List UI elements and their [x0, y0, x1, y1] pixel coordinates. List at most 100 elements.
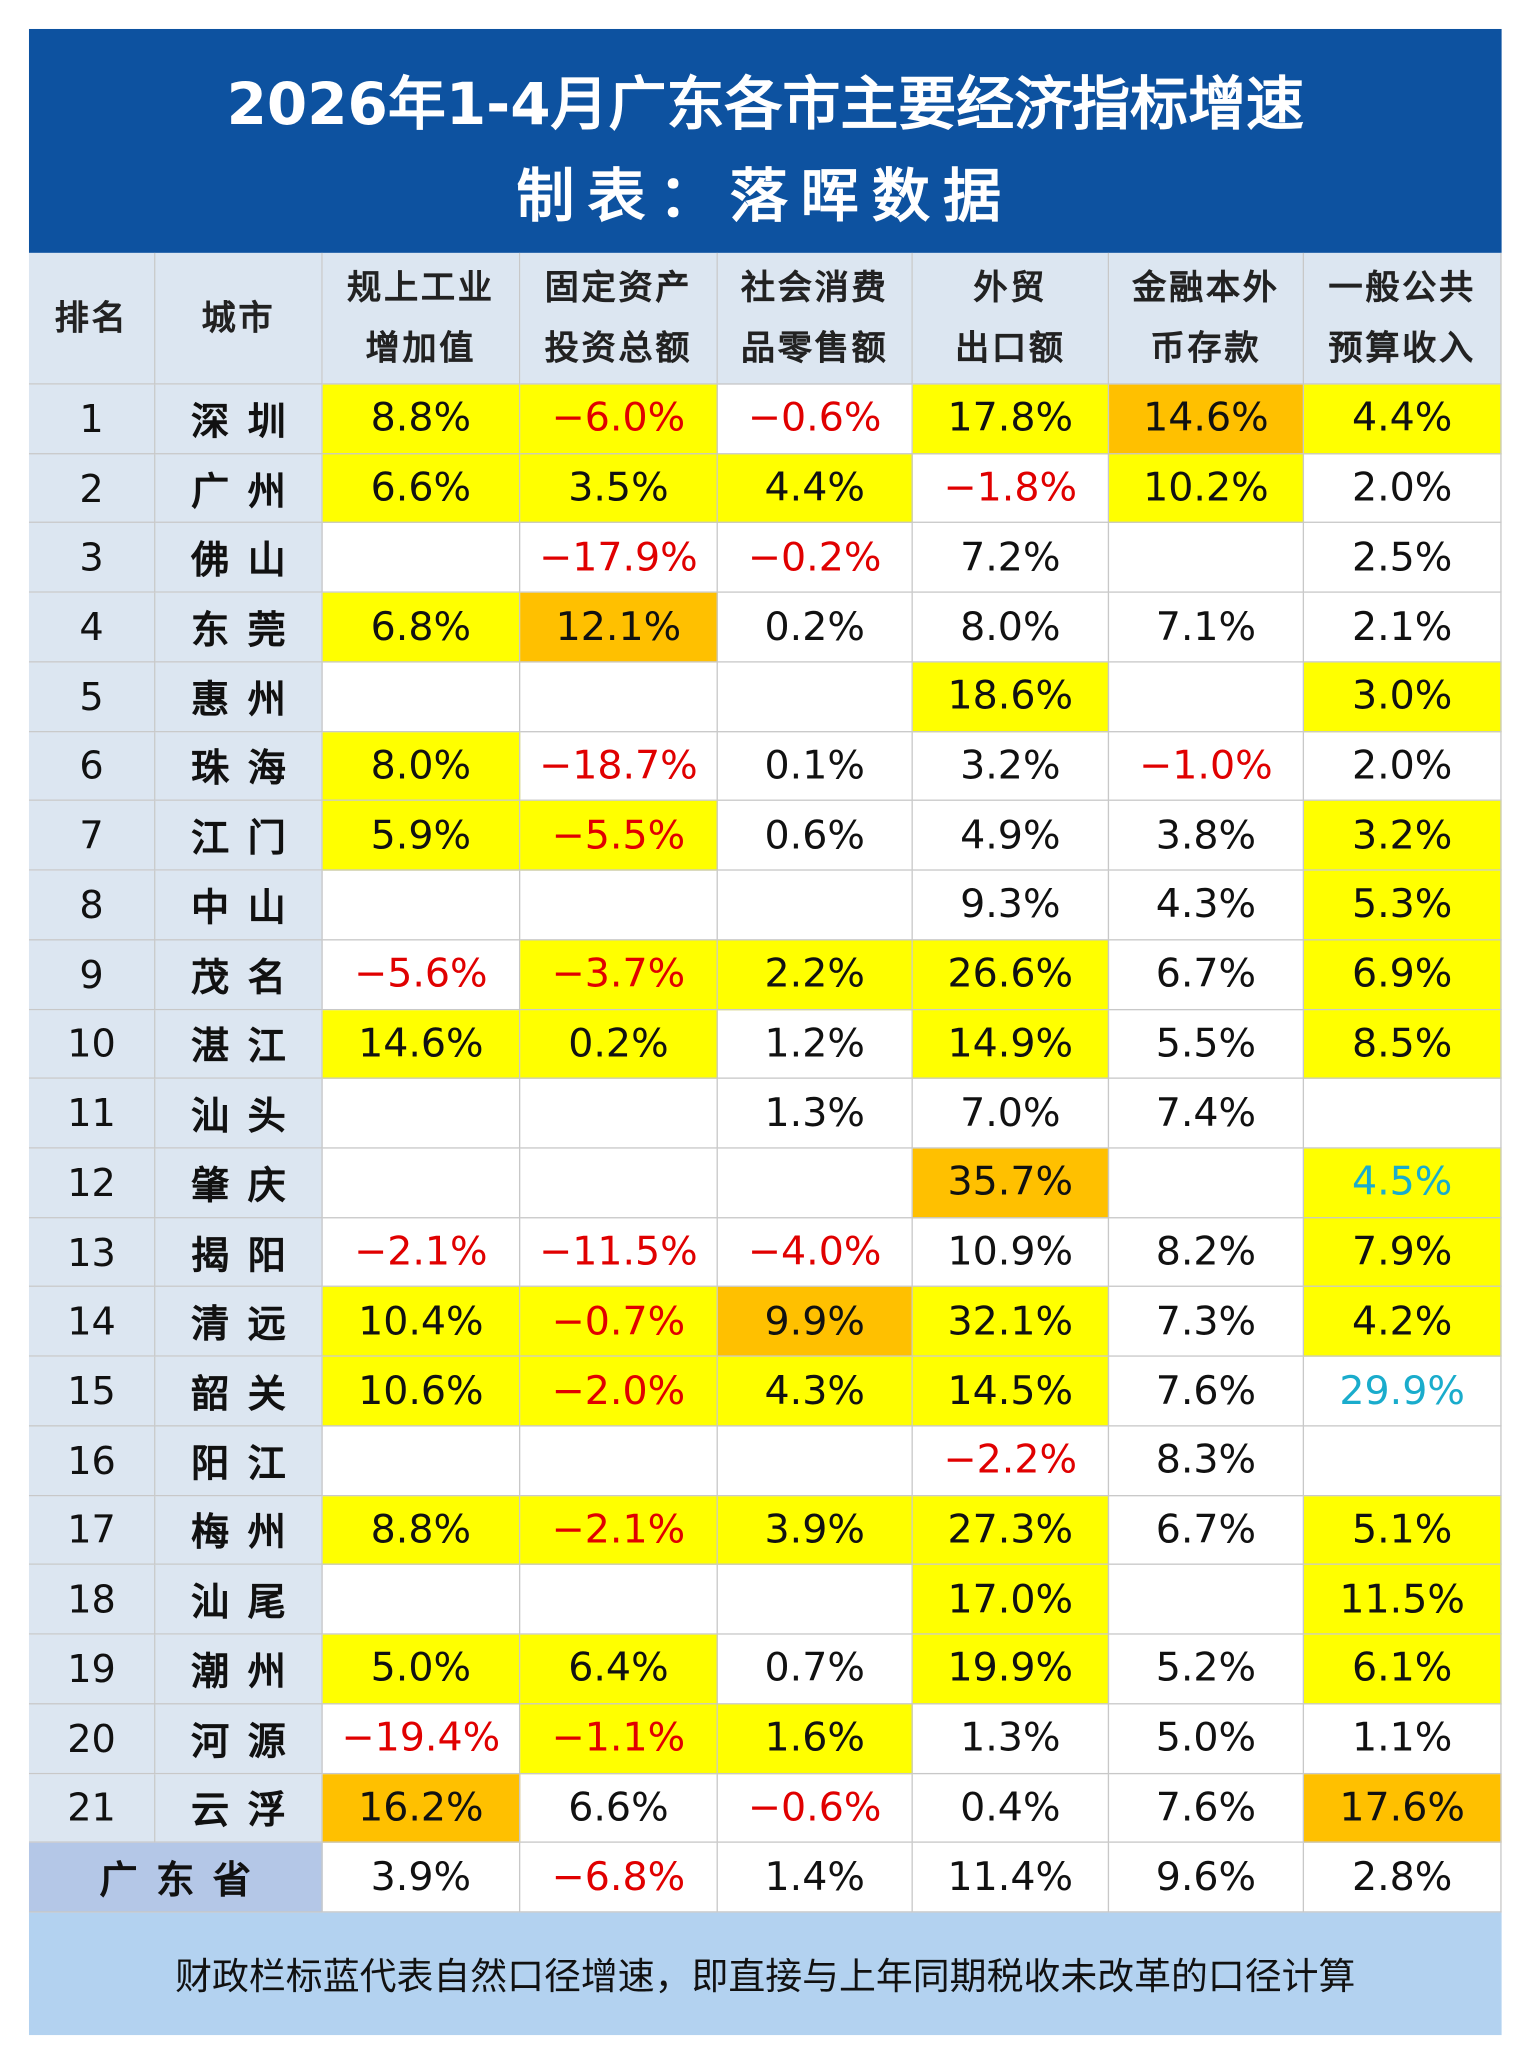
rank-cell: 1 [28, 384, 156, 455]
value-cell [520, 1426, 718, 1496]
value-cell: 7.6% [1109, 1773, 1305, 1844]
value-cell: 14.5% [912, 1356, 1110, 1427]
value-cell: 5.2% [1109, 1634, 1305, 1705]
value-cell [520, 1148, 718, 1219]
value-cell: 0.2% [520, 1009, 718, 1080]
header-cell: 一般公共 预算收入 [1304, 252, 1502, 385]
value-cell: −4.0% [717, 1218, 913, 1288]
value-cell: −2.2% [912, 1426, 1110, 1496]
value-cell: 10.6% [322, 1356, 521, 1427]
header-line: 一般公共 [1328, 268, 1476, 308]
value-cell: 4.9% [912, 801, 1110, 871]
rank-cell: 10 [28, 1009, 156, 1080]
value-cell: 4.3% [1109, 870, 1305, 941]
value-cell: 5.3% [1304, 870, 1502, 941]
rank-cell: 14 [28, 1287, 156, 1357]
value-cell [717, 870, 913, 941]
value-cell: 0.4% [912, 1773, 1110, 1844]
value-cell [717, 1148, 913, 1219]
city-cell: 潮州 [155, 1634, 323, 1705]
title: 2026年1-4月广东各市主要经济指标增速 [226, 71, 1304, 139]
value-cell: 14.9% [912, 1009, 1110, 1080]
rank-cell: 2 [28, 454, 156, 524]
value-cell: 2.1% [1304, 592, 1502, 663]
value-cell: 1.3% [912, 1704, 1110, 1774]
value-cell: 2.0% [1304, 731, 1502, 802]
value-cell: 9.9% [717, 1287, 913, 1357]
value-cell: 6.6% [520, 1773, 718, 1844]
value-cell: 2.0% [1304, 454, 1502, 524]
value-cell [1109, 662, 1305, 732]
value-cell: 17.0% [912, 1565, 1110, 1635]
value-cell: 6.8% [322, 592, 521, 663]
value-cell: −2.1% [322, 1218, 521, 1288]
value-cell [322, 870, 521, 941]
value-cell: 3.2% [912, 731, 1110, 802]
city-cell: 惠州 [155, 662, 323, 732]
city-cell: 佛山 [155, 523, 323, 593]
city-cell: 汕尾 [155, 1565, 323, 1635]
value-cell [1109, 1565, 1305, 1635]
rank-cell: 15 [28, 1356, 156, 1427]
value-cell: 6.1% [1304, 1634, 1502, 1705]
rank-cell: 20 [28, 1704, 156, 1774]
city-cell: 肇庆 [155, 1148, 323, 1219]
value-cell: 6.7% [1109, 1495, 1305, 1566]
value-cell [1109, 1148, 1305, 1219]
value-cell: 1.2% [717, 1009, 913, 1080]
header-line: 规上工业 [347, 268, 495, 308]
value-cell [322, 523, 521, 593]
city-cell: 汕头 [155, 1079, 323, 1149]
value-cell [520, 1079, 718, 1149]
city-cell: 河源 [155, 1704, 323, 1774]
city-cell: 东莞 [155, 592, 323, 663]
value-cell: 2.2% [717, 940, 913, 1010]
value-cell: 14.6% [322, 1009, 521, 1080]
value-cell: 3.9% [322, 1843, 521, 1913]
value-cell: 8.0% [912, 592, 1110, 663]
value-cell: 7.6% [1109, 1356, 1305, 1427]
value-cell: 5.0% [322, 1634, 521, 1705]
value-cell: 2.8% [1304, 1843, 1502, 1913]
value-cell: 0.1% [717, 731, 913, 802]
header-cell: 固定资产 投资总额 [520, 252, 718, 385]
value-cell: −19.4% [322, 1704, 521, 1774]
title-band: 2026年1-4月广东各市主要经济指标增速 制表：落晖数据 [28, 28, 1502, 253]
header-cell: 外贸 出口额 [912, 252, 1110, 385]
value-cell [520, 662, 718, 732]
value-cell [520, 870, 718, 941]
city-cell: 韶关 [155, 1356, 323, 1427]
value-cell: 1.3% [717, 1079, 913, 1149]
rank-cell: 19 [28, 1634, 156, 1705]
value-cell: 17.6% [1304, 1773, 1502, 1844]
value-cell: −0.2% [717, 523, 913, 593]
header-line: 品零售额 [740, 328, 889, 369]
value-cell: 3.0% [1304, 662, 1502, 732]
rank-cell: 4 [28, 592, 156, 663]
value-cell: 1.1% [1304, 1704, 1502, 1774]
value-cell: 12.1% [520, 592, 718, 663]
rank-cell: 12 [28, 1148, 156, 1219]
value-cell: −1.0% [1109, 731, 1305, 802]
footnote: 财政栏标蓝代表自然口径增速，即直接与上年同期税收未改革的口径计算 [28, 1912, 1502, 2036]
value-cell: 10.2% [1109, 454, 1305, 524]
value-cell: 4.5% [1304, 1148, 1502, 1219]
value-cell: 4.2% [1304, 1287, 1502, 1357]
value-cell [322, 1079, 521, 1149]
value-cell [322, 1565, 521, 1635]
value-cell: 8.8% [322, 384, 521, 455]
header-line: 金融本外 [1132, 268, 1280, 308]
value-cell: 3.5% [520, 454, 718, 524]
value-cell: 27.3% [912, 1495, 1110, 1566]
value-cell [322, 1148, 521, 1219]
value-cell: 10.9% [912, 1218, 1110, 1288]
value-cell: 7.0% [912, 1079, 1110, 1149]
header-line: 社会消费 [740, 268, 889, 308]
total-label: 广东省 [28, 1843, 323, 1913]
value-cell: 29.9% [1304, 1356, 1502, 1427]
value-cell: −5.5% [520, 801, 718, 871]
value-cell: 8.5% [1304, 1009, 1502, 1080]
header-line: 增加值 [365, 328, 477, 369]
city-cell: 深圳 [155, 384, 323, 455]
value-cell: 1.4% [717, 1843, 913, 1913]
